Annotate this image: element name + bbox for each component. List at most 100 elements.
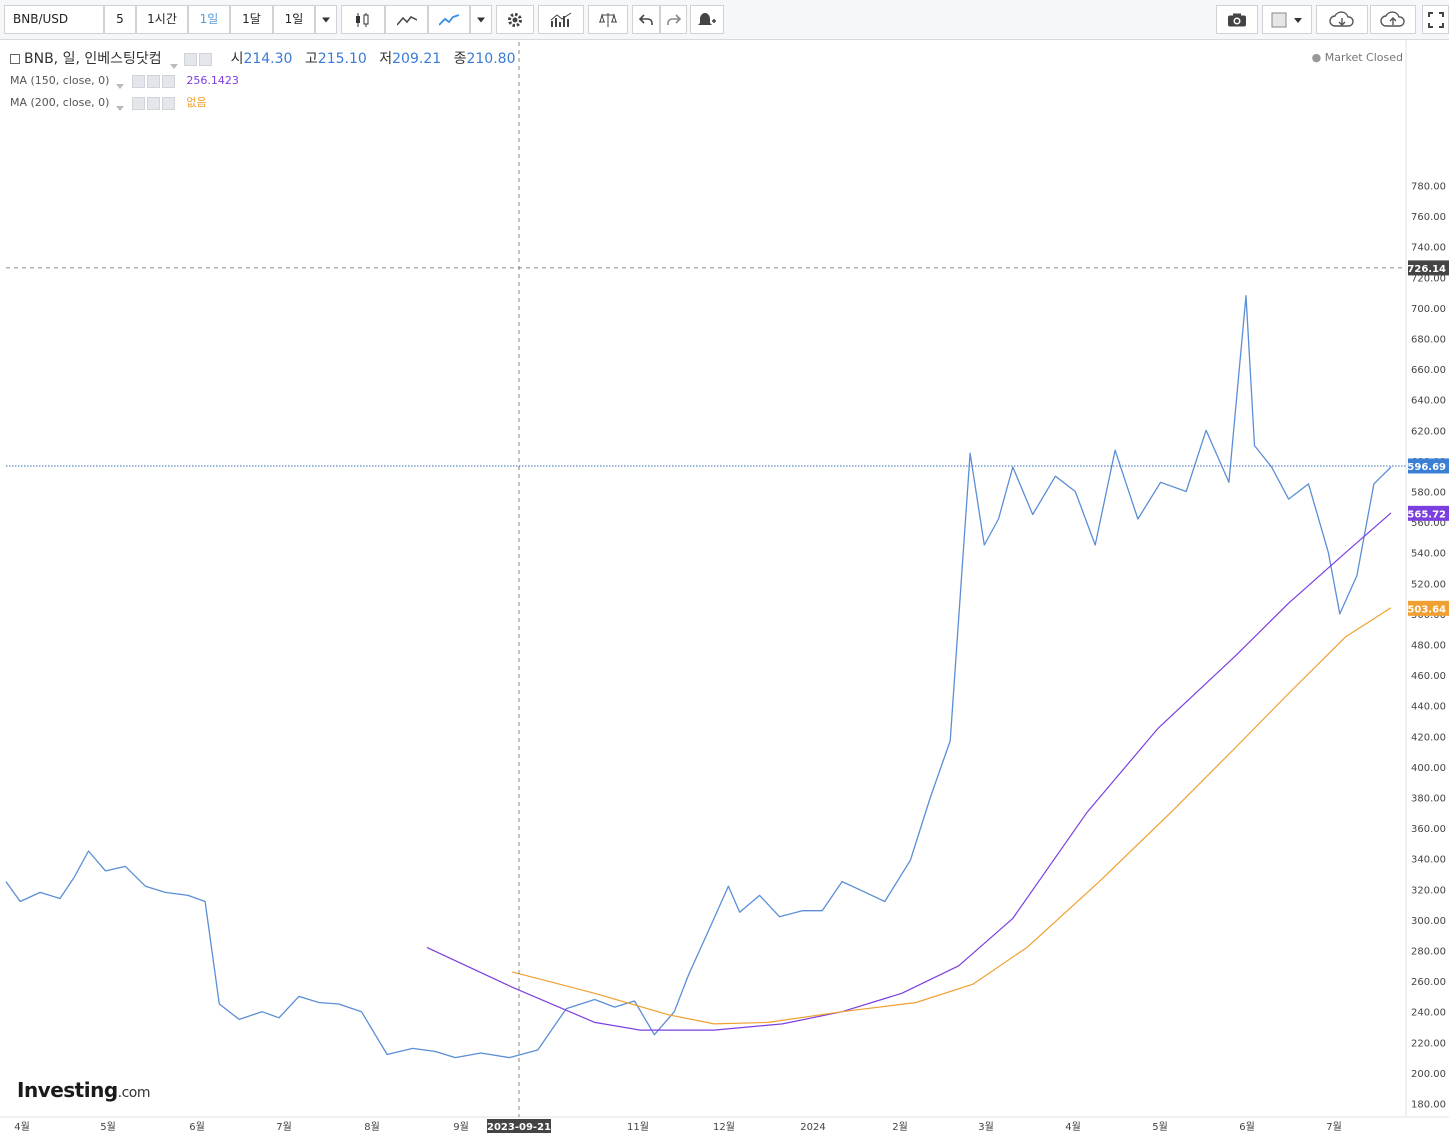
add-alert-button[interactable] <box>690 5 724 34</box>
y-tick-label: 200.00 <box>1411 1069 1446 1080</box>
interval-custom-button[interactable]: 1일 <box>273 5 315 34</box>
symbol-legend: BNB, 일, 인베스팅닷컴 시214.30 고215.10 저209.21 종… <box>10 48 516 69</box>
x-tick-label: 6월 <box>189 1121 205 1133</box>
cloud-upload-button[interactable] <box>1370 5 1416 34</box>
ma150-dropdown-icon[interactable] <box>115 79 124 89</box>
y-tick-label: 580.00 <box>1411 488 1446 499</box>
visibility-icon[interactable] <box>184 52 198 66</box>
x-tick-label: 7월 <box>1326 1121 1342 1133</box>
chart-toolbar: BNB/USD 5 1시간 1일 1달 1일 <box>0 0 1449 40</box>
close-icon[interactable] <box>161 74 175 88</box>
settings-icon[interactable] <box>199 52 213 66</box>
chart-type-dropdown[interactable] <box>470 5 492 34</box>
y-tick-label: 480.00 <box>1411 641 1446 652</box>
market-status-text: Market Closed <box>1324 51 1403 64</box>
logo-suffix: .com <box>117 1085 151 1101</box>
interval-5-button[interactable]: 5 <box>104 5 136 34</box>
y-tick-label: 600.00 <box>1411 457 1446 468</box>
collapse-legend-icon[interactable] <box>10 54 20 64</box>
visibility-icon[interactable] <box>131 96 145 110</box>
scale-icon <box>599 12 617 27</box>
cloud-upload-icon <box>1380 10 1405 27</box>
ma200-dropdown-icon[interactable] <box>115 101 124 111</box>
y-tick-label: 640.00 <box>1411 396 1446 407</box>
y-tick-label: 660.00 <box>1411 365 1446 376</box>
x-tick-label: 4월 <box>1065 1121 1081 1133</box>
ma200-value: 없음 <box>186 96 207 109</box>
legend-dropdown-icon[interactable] <box>170 57 179 69</box>
interval-1m-button[interactable]: 1달 <box>230 5 273 34</box>
fullscreen-options-button[interactable] <box>1262 5 1312 34</box>
cloud-download-button[interactable] <box>1316 5 1368 34</box>
candlestick-chart-button[interactable] <box>341 5 385 34</box>
ma150-price-badge-text: 565.72 <box>1407 509 1446 520</box>
open-value: 214.30 <box>243 51 293 67</box>
x-tick-label: 8월 <box>364 1121 380 1133</box>
low-label: 저 <box>379 51 393 67</box>
gear-icon <box>508 12 522 27</box>
y-tick-label: 620.00 <box>1411 426 1446 437</box>
y-tick-label: 340.00 <box>1411 855 1446 866</box>
y-tick-label: 780.00 <box>1411 182 1446 193</box>
indicator-icon <box>550 12 572 27</box>
y-tick-label: 420.00 <box>1411 732 1446 743</box>
redo-icon <box>666 13 681 25</box>
ma200-price-badge-text: 503.64 <box>1407 604 1446 615</box>
x-tick-label: 12월 <box>713 1121 735 1133</box>
expand-icon <box>1427 11 1444 28</box>
visibility-icon[interactable] <box>131 74 145 88</box>
interval-1d-button[interactable]: 1일 <box>188 5 230 34</box>
market-status: ● Market Closed <box>1311 51 1403 64</box>
ma150-value: 256.1423 <box>186 74 239 87</box>
y-tick-label: 560.00 <box>1411 518 1446 529</box>
low-value: 209.21 <box>392 51 442 67</box>
crosshair-overlay: 726.14 596.69 565.72 503.64 <box>6 42 1449 1117</box>
x-tick-label: 2월 <box>892 1121 908 1133</box>
x-tick-label: 3월 <box>978 1121 994 1133</box>
crosshair-price-badge-text: 726.14 <box>1407 264 1446 275</box>
y-tick-label: 380.00 <box>1411 794 1446 805</box>
y-tick-label: 440.00 <box>1411 702 1446 713</box>
y-tick-label: 320.00 <box>1411 885 1446 896</box>
series-group <box>5 295 1392 1059</box>
y-tick-label: 760.00 <box>1411 212 1446 223</box>
ma200-legend: MA (200, close, 0) 없음 <box>10 94 207 111</box>
ma200-label: MA (200, close, 0) <box>10 96 110 109</box>
line-chart-button[interactable] <box>428 5 470 34</box>
ma150-legend: MA (150, close, 0) 256.1423 <box>10 74 239 89</box>
series-line-1 <box>426 512 1392 1031</box>
x-tick-label: 6월 <box>1239 1121 1255 1133</box>
settings-button[interactable] <box>496 5 534 34</box>
y-tick-label: 680.00 <box>1411 335 1446 346</box>
indicators-button[interactable] <box>538 5 584 34</box>
x-tick-label: 4월 <box>14 1121 30 1133</box>
chevron-down-icon <box>477 17 485 22</box>
y-tick-label: 360.00 <box>1411 824 1446 835</box>
snapshot-button[interactable] <box>1216 5 1258 34</box>
settings-icon[interactable] <box>146 96 160 110</box>
cloud-download-icon <box>1329 10 1354 27</box>
y-tick-label: 700.00 <box>1411 304 1446 315</box>
y-tick-label: 460.00 <box>1411 671 1446 682</box>
interval-1h-button[interactable]: 1시간 <box>136 5 188 34</box>
fullscreen-button[interactable] <box>1422 5 1449 34</box>
close-icon[interactable] <box>161 96 175 110</box>
y-tick-label: 740.00 <box>1411 243 1446 254</box>
ma150-price-badge <box>1408 505 1449 521</box>
compare-button[interactable] <box>588 5 628 34</box>
close-value: 210.80 <box>466 51 516 67</box>
high-label: 고 <box>304 51 318 67</box>
area-chart-button[interactable] <box>385 5 428 34</box>
close-label: 종 <box>453 51 467 67</box>
chevron-down-icon <box>322 17 330 22</box>
symbol-input[interactable]: BNB/USD <box>4 5 104 34</box>
alert-icon <box>698 12 716 27</box>
interval-dropdown-button[interactable] <box>315 5 337 34</box>
redo-button[interactable] <box>660 5 687 34</box>
y-tick-label: 540.00 <box>1411 549 1446 560</box>
undo-button[interactable] <box>632 5 660 34</box>
settings-icon[interactable] <box>146 74 160 88</box>
crosshair-price-badge <box>1408 260 1449 276</box>
y-tick-label: 280.00 <box>1411 947 1446 958</box>
